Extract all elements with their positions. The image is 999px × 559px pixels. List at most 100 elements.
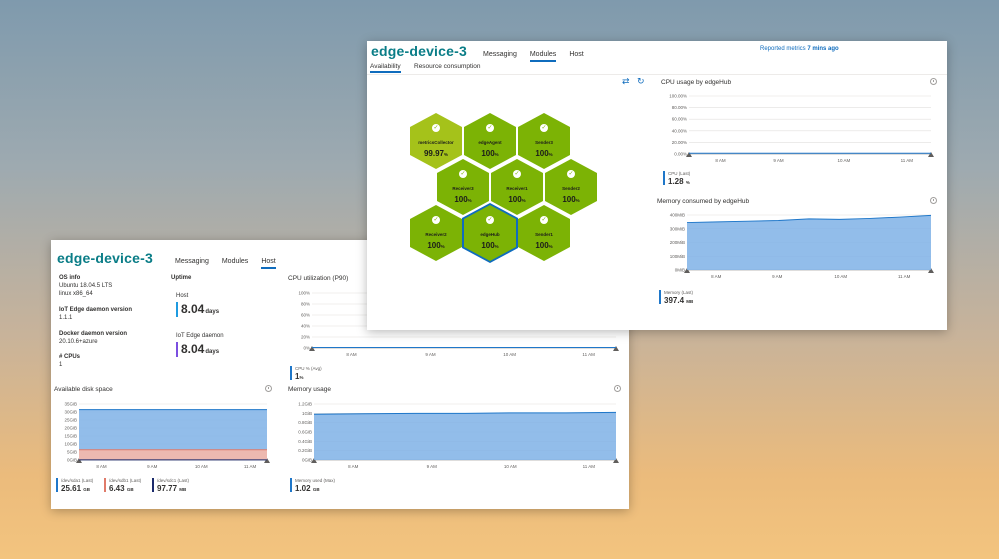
- module-availability: 100%: [535, 149, 553, 158]
- tab-messaging[interactable]: Messaging: [174, 258, 209, 265]
- front-header: edge-device-3 Messaging Modules Host: [371, 43, 584, 62]
- module-availability: 100%: [454, 195, 472, 204]
- module-name: Receiver3: [452, 186, 474, 191]
- legend-swatch: [152, 478, 154, 492]
- tab-messaging[interactable]: Messaging: [482, 51, 517, 58]
- x-tick-label: 10 AM: [837, 158, 850, 163]
- range-handle: [928, 268, 934, 273]
- legend-swatch: [290, 478, 292, 492]
- device-title: edge-device-3: [371, 43, 467, 59]
- module-hexagon: [545, 159, 597, 215]
- modules-panel: edge-device-3 Messaging Modules Host Rep…: [367, 41, 947, 330]
- range-handle: [684, 268, 690, 273]
- range-handle: [613, 458, 619, 463]
- legend-value: 25.61 GB: [61, 484, 91, 493]
- daemon-uptime-value: 8.04days: [181, 342, 220, 356]
- y-tick-label: 0GiB: [302, 458, 312, 463]
- memory-usage-title: Memory usage: [288, 386, 331, 393]
- legend-label: CPU % (Avg): [295, 366, 322, 371]
- history-icon[interactable]: [265, 385, 272, 392]
- x-tick-label: 10 AM: [503, 352, 516, 357]
- x-tick-label: 11 AM: [244, 464, 257, 469]
- x-tick-label: 9 AM: [147, 464, 158, 469]
- module-availability: 100%: [481, 149, 499, 158]
- module-tile[interactable]: ✓ Receiver2 100%: [410, 205, 462, 261]
- module-tile[interactable]: ✓ edgeHub 100%: [462, 203, 518, 263]
- history-icon[interactable]: [930, 197, 937, 204]
- tab-modules[interactable]: Modules: [221, 258, 249, 265]
- docker-version-value: 20.10.6+azure: [59, 339, 98, 345]
- module-name: metricsCollector: [418, 140, 454, 145]
- range-handle: [928, 152, 934, 157]
- check-icon: ✓: [540, 216, 548, 224]
- y-tick-label: 20.00%: [672, 140, 687, 145]
- cpu-utilization-title: CPU utilization (P90): [288, 275, 349, 282]
- y-tick-label: 10GiB: [64, 442, 77, 447]
- series-area: [687, 215, 931, 270]
- y-tick-label: 40%: [301, 324, 310, 329]
- module-tile[interactable]: ✓ Receiver1 100%: [491, 159, 543, 215]
- swap-icon[interactable]: ⇄: [622, 76, 630, 86]
- module-tile[interactable]: ✓ edgeAgent 100%: [464, 113, 516, 169]
- iot-edge-version-label: IoT Edge daemon version: [59, 307, 133, 313]
- module-hexagon: [518, 205, 570, 261]
- y-tick-label: 20%: [301, 335, 310, 340]
- x-tick-label: 11 AM: [898, 274, 911, 279]
- x-tick-label: 8 AM: [348, 464, 359, 469]
- history-icon[interactable]: [614, 385, 621, 392]
- x-tick-label: 9 AM: [773, 158, 784, 163]
- tab-host[interactable]: Host: [569, 51, 584, 58]
- y-tick-label: 0.4GiB: [298, 439, 312, 444]
- module-tile[interactable]: ✓ Receiver3 100%: [437, 159, 489, 215]
- module-availability: 100%: [481, 241, 499, 250]
- range-handle: [686, 152, 692, 157]
- edgehub-memory-chart: 400MiB 300MiB 200MiB 100MiB 0MiB 8 AM 9 AM 10 A…: [670, 213, 934, 279]
- range-handle: [613, 346, 619, 351]
- x-tick-label: 8 AM: [346, 352, 357, 357]
- legend-swatch: [104, 478, 106, 492]
- module-tile[interactable]: ✓ Sender3 100%: [518, 113, 570, 169]
- edgehub-memory-title: Memory consumed by edgeHub: [657, 198, 750, 205]
- docker-version-label: Docker daemon version: [59, 331, 128, 337]
- memory-usage-chart: 1.2GiB 1GiB 0.8GiB 0.6GiB 0.4GiB 0.2GiB 0GiB 8 …: [298, 402, 619, 469]
- subtab-resource-consumption[interactable]: Resource consumption: [414, 63, 481, 70]
- refresh-icon[interactable]: ↻: [637, 76, 645, 86]
- legend-label: /dev/sdb1 (Last): [109, 478, 142, 483]
- y-tick-label: 0.2GiB: [298, 448, 312, 453]
- module-name: edgeAgent: [478, 140, 502, 145]
- y-tick-label: 60.00%: [672, 117, 687, 122]
- series-line: [686, 214, 932, 224]
- x-tick-label: 11 AM: [582, 352, 595, 357]
- y-tick-label: 0.8GiB: [298, 420, 312, 425]
- disk-space-chart: 35GiB 30GiB 25GiB 20GiB 15GiB 10GiB 5GiB 0GiB 8 …: [64, 402, 270, 469]
- y-tick-label: 5GiB: [67, 450, 77, 455]
- y-tick-label: 100%: [298, 291, 310, 296]
- x-tick-label: 10 AM: [504, 464, 517, 469]
- module-name: edgeHub: [480, 232, 500, 237]
- module-name: Sender3: [535, 140, 553, 145]
- device-title: edge-device-3: [57, 250, 153, 266]
- series-area: [79, 409, 267, 460]
- cpus-label: # CPUs: [59, 354, 81, 360]
- legend-swatch: [663, 171, 665, 185]
- subtab-availability[interactable]: Availability: [370, 63, 401, 73]
- y-tick-label: 100.00%: [669, 94, 687, 99]
- module-tile[interactable]: ✓ metricsCollector 99.97%: [410, 113, 462, 169]
- series-area: [314, 412, 616, 460]
- legend-label: /dev/sda1 (Last): [61, 478, 94, 483]
- tab-modules[interactable]: Modules: [529, 51, 557, 62]
- module-tile[interactable]: ✓ Sender1 100%: [518, 205, 570, 261]
- tab-host[interactable]: Host: [261, 258, 277, 269]
- series-area: [79, 449, 267, 460]
- module-tile[interactable]: ✓ Sender2 100%: [545, 159, 597, 215]
- range-handle: [309, 346, 315, 351]
- check-icon: ✓: [540, 124, 548, 132]
- y-tick-label: 20GiB: [64, 426, 77, 431]
- x-tick-label: 8 AM: [715, 158, 726, 163]
- edgehub-cpu-title: CPU usage by edgeHub: [661, 79, 732, 86]
- check-icon: ✓: [486, 216, 494, 224]
- host-uptime-value: 8.04days: [181, 302, 220, 316]
- y-tick-label: 400MiB: [670, 213, 685, 218]
- history-icon[interactable]: [930, 78, 937, 85]
- disk-space-title: Available disk space: [54, 386, 113, 393]
